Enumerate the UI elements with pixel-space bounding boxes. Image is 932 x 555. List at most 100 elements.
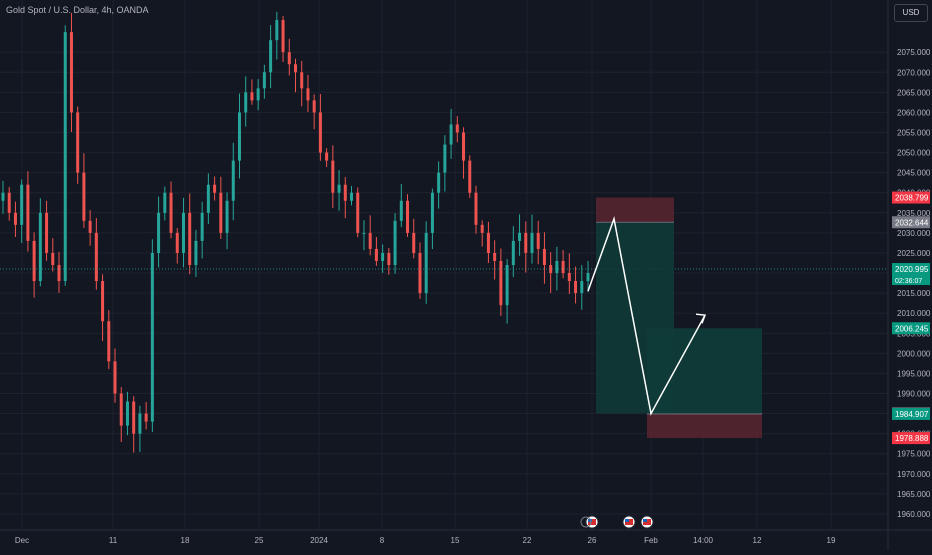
price-label: 1984.907 bbox=[895, 410, 929, 419]
candle-body bbox=[256, 88, 260, 101]
x-tick-label: 19 bbox=[827, 536, 836, 545]
candle-body bbox=[318, 112, 322, 153]
price-label-bg bbox=[892, 432, 930, 445]
candle-body bbox=[1, 192, 5, 201]
candle-body bbox=[505, 265, 509, 306]
candle-body bbox=[32, 240, 36, 282]
candle-body bbox=[356, 192, 360, 233]
candle-body bbox=[219, 192, 223, 233]
candle-body bbox=[237, 112, 241, 161]
event-flag-canton bbox=[643, 519, 647, 522]
candle-body bbox=[206, 184, 210, 213]
candle-body bbox=[213, 184, 217, 193]
candle-body bbox=[57, 265, 61, 282]
candle-body bbox=[38, 212, 42, 282]
candle-body bbox=[412, 232, 416, 253]
candle-body bbox=[163, 192, 167, 213]
candle-body bbox=[393, 220, 397, 265]
candle-body bbox=[7, 192, 11, 213]
candle-body bbox=[343, 184, 347, 201]
candle-body bbox=[374, 248, 378, 261]
y-tick-label: 2035.000 bbox=[897, 209, 931, 218]
candle-body bbox=[474, 192, 478, 225]
candle-body bbox=[350, 192, 354, 201]
candle-body bbox=[499, 260, 503, 306]
price-label: 2006.245 bbox=[895, 324, 929, 333]
candle-body bbox=[175, 232, 179, 253]
candle-body bbox=[188, 212, 192, 265]
candle-body bbox=[101, 281, 105, 322]
x-tick-label: 25 bbox=[255, 536, 264, 545]
price-label-bg bbox=[892, 322, 930, 335]
candle-body bbox=[455, 124, 459, 133]
countdown-label: 02:36:07 bbox=[895, 278, 922, 285]
candle-body bbox=[281, 20, 285, 53]
candle-body bbox=[561, 260, 565, 274]
y-tick-label: 1975.000 bbox=[897, 450, 931, 459]
candle-body bbox=[387, 252, 391, 265]
candle-body bbox=[200, 212, 204, 241]
candle-body bbox=[580, 281, 584, 294]
price-label: 1978.888 bbox=[895, 434, 929, 443]
y-tick-label: 1965.000 bbox=[897, 490, 931, 499]
x-tick-label: 8 bbox=[380, 536, 385, 545]
candle-body bbox=[337, 184, 341, 193]
candle-body bbox=[269, 40, 273, 73]
candle-body bbox=[244, 92, 248, 113]
candle-body bbox=[524, 232, 528, 253]
x-tick-label: Dec bbox=[15, 536, 29, 545]
x-tick-label: 15 bbox=[451, 536, 460, 545]
candle-body bbox=[144, 413, 148, 422]
candle-body bbox=[250, 92, 254, 101]
long-stop-zone[interactable] bbox=[647, 413, 762, 439]
candle-body bbox=[132, 401, 136, 434]
candle-body bbox=[150, 252, 154, 422]
candle-body bbox=[468, 160, 472, 193]
currency-button[interactable]: USD bbox=[894, 4, 928, 22]
candle-body bbox=[549, 265, 553, 274]
x-tick-label: 11 bbox=[109, 536, 118, 545]
candle-body bbox=[586, 273, 590, 282]
y-tick-label: 2050.000 bbox=[897, 149, 931, 158]
candle-body bbox=[443, 144, 447, 173]
y-tick-label: 2045.000 bbox=[897, 169, 931, 178]
candle-body bbox=[82, 172, 86, 221]
candle-body bbox=[287, 52, 291, 65]
candle-body bbox=[555, 260, 559, 274]
candle-body bbox=[225, 200, 229, 233]
candle-body bbox=[381, 252, 385, 261]
candle-body bbox=[430, 192, 434, 233]
long-target-zone[interactable] bbox=[647, 328, 762, 414]
y-tick-label: 2015.000 bbox=[897, 289, 931, 298]
candle-body bbox=[511, 240, 515, 265]
y-tick-label: 2075.000 bbox=[897, 48, 931, 57]
y-tick-label: 2060.000 bbox=[897, 108, 931, 117]
candle-body bbox=[418, 252, 422, 294]
candle-body bbox=[331, 160, 335, 193]
price-label: 2038.799 bbox=[895, 194, 929, 203]
y-tick-label: 1990.000 bbox=[897, 389, 931, 398]
x-tick-label: Feb bbox=[644, 536, 658, 545]
candle-body bbox=[480, 224, 484, 233]
candle-body bbox=[300, 72, 304, 89]
candle-body bbox=[493, 252, 497, 261]
short-stop-zone[interactable] bbox=[596, 197, 674, 223]
candle-body bbox=[518, 232, 522, 241]
candle-body bbox=[312, 100, 316, 113]
price-label-bg bbox=[892, 263, 930, 276]
candle-body bbox=[107, 321, 111, 362]
event-marker-icon[interactable] bbox=[580, 516, 592, 528]
price-label-bg bbox=[892, 216, 930, 229]
symbol-title: Gold Spot / U.S. Dollar, 4h, OANDA bbox=[6, 5, 149, 15]
x-tick-label: 22 bbox=[523, 536, 532, 545]
event-flag-canton bbox=[625, 519, 629, 522]
projection-path[interactable] bbox=[587, 215, 706, 416]
candle-body bbox=[530, 232, 534, 253]
candle-body bbox=[542, 248, 546, 265]
candle-body bbox=[94, 232, 98, 282]
candle-body bbox=[306, 88, 310, 101]
candle-body bbox=[449, 124, 453, 145]
